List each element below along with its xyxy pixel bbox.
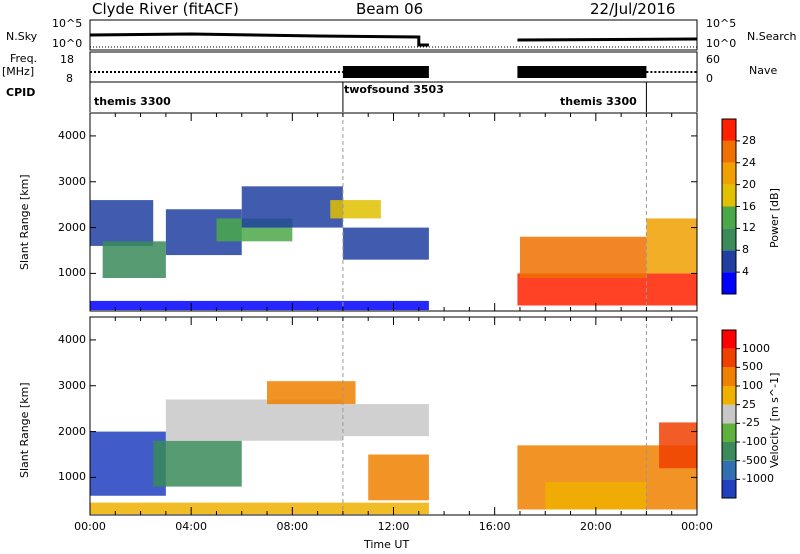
- x-tick-label: 00:00: [74, 520, 106, 533]
- cpid-label: CPID: [6, 86, 36, 99]
- x-tick-label: 00:00: [681, 520, 713, 533]
- colorbar-swatch: [722, 404, 736, 424]
- scatter-region: [90, 502, 429, 515]
- colorbar-tick-label: -100: [742, 435, 767, 448]
- colorbar-tick-label: -1000: [742, 472, 774, 486]
- x-tick-label: 16:00: [478, 520, 511, 533]
- nsky-trace: [89, 32, 429, 47]
- colorbar-tick-label: 4: [742, 265, 749, 279]
- colorbar-tick-label: 24: [742, 155, 756, 169]
- x-tick-label: 20:00: [579, 520, 612, 533]
- nsky-tick-bottom: 10^0: [52, 37, 83, 50]
- freq-trace: [517, 66, 647, 78]
- y-tick-label: 2000: [58, 220, 86, 234]
- nave-label: Nave: [749, 64, 778, 77]
- scatter-region: [330, 200, 381, 219]
- scatter-region: [241, 186, 343, 228]
- y-tick-label: 3000: [58, 378, 86, 392]
- colorbar-swatch: [722, 250, 736, 273]
- colorbar-swatch: [722, 330, 736, 349]
- scatter-region: [646, 218, 697, 274]
- x-tick-label: 04:00: [175, 520, 208, 533]
- colorbar-tick-label: 12: [742, 221, 756, 235]
- scatter-region: [153, 440, 242, 487]
- y-tick-label: 4000: [58, 332, 86, 346]
- velocity-ylabel: Slant Range [km]: [18, 382, 31, 478]
- colorbar-swatch: [722, 184, 736, 207]
- freq-unit-label: [MHz]: [2, 65, 35, 78]
- y-tick-label: 1000: [58, 470, 86, 484]
- y-tick-label: 1000: [58, 266, 86, 280]
- freq-tick-bottom: 8: [66, 72, 73, 85]
- freq-strip-frame: [89, 51, 698, 83]
- colorbar-tick-label: 8: [742, 243, 749, 257]
- colorbar-swatch: [722, 206, 736, 229]
- colorbar-tick-label: 1000: [742, 341, 770, 355]
- scatter-region: [342, 404, 429, 437]
- colorbar-tick-label: -25: [742, 416, 760, 430]
- nsearch-tick-bottom: 10^0: [706, 37, 737, 50]
- nsky-tick-top: 10^5: [52, 17, 83, 30]
- freq-tick-top: 18: [60, 53, 74, 66]
- y-tick-label: 4000: [58, 128, 86, 142]
- freq-label: Freq.: [10, 52, 38, 65]
- colorbar-swatch: [722, 367, 736, 386]
- colorbar-swatch: [722, 460, 736, 480]
- y-tick-label: 2000: [58, 424, 86, 438]
- scatter-region: [102, 241, 166, 278]
- x-axis-label: Time UT: [364, 538, 410, 551]
- colorbar-swatch: [722, 479, 736, 498]
- scatter-region: [545, 482, 647, 510]
- scatter-region: [267, 381, 356, 405]
- colorbar-swatch: [722, 140, 736, 163]
- date-label: 22/Jul/2016: [590, 0, 676, 18]
- cpid-segment-label: themis 3300: [560, 95, 637, 108]
- scatter-region: [90, 200, 154, 246]
- nsky-label: N.Sky: [6, 30, 38, 43]
- colorbar-swatch: [722, 162, 736, 185]
- scatter-region: [165, 399, 343, 441]
- power-ylabel: Slant Range [km]: [18, 174, 31, 270]
- colorbar-tick-label: 20: [742, 177, 756, 191]
- scatter-region: [342, 227, 429, 260]
- colorbar-tick-label: 28: [742, 133, 756, 147]
- y-tick-label: 3000: [58, 174, 86, 188]
- colorbar-swatch: [722, 272, 736, 294]
- colorbar-swatch: [722, 119, 736, 141]
- nave-tick-top: 60: [706, 53, 720, 66]
- power-colorbar-label: Power [dB]: [768, 188, 781, 248]
- scatter-region: [519, 236, 647, 278]
- colorbar-tick-label: 25: [742, 397, 756, 411]
- cpid-segment-label: themis 3300: [94, 95, 171, 108]
- x-tick-label: 08:00: [276, 520, 309, 533]
- colorbar-tick-label: 16: [742, 199, 756, 213]
- scatter-region: [659, 422, 697, 469]
- freq-trace: [342, 66, 429, 78]
- chart-title: Clyde River (fitACF): [92, 0, 239, 18]
- nsearch-label: N.Search: [747, 30, 797, 43]
- colorbar-tick-label: 500: [742, 360, 763, 374]
- colorbar-swatch: [722, 386, 736, 405]
- colorbar-swatch: [722, 423, 736, 442]
- nsky-trace: [517, 37, 698, 42]
- colorbar-tick-label: -500: [742, 453, 767, 467]
- scatter-region: [517, 273, 697, 306]
- colorbar-swatch: [722, 228, 736, 251]
- colorbar-swatch: [722, 348, 736, 368]
- colorbar-frame: [721, 329, 737, 499]
- cpid-segment-label: twofsound 3503: [344, 83, 444, 96]
- colorbar-tick-label: 100: [742, 379, 763, 392]
- nsearch-tick-top: 10^5: [706, 17, 737, 30]
- velocity-colorbar-label: Velocity [m s^-1]: [768, 372, 781, 468]
- colorbar-swatch: [722, 442, 736, 461]
- nave-tick-bottom: 0: [706, 72, 713, 85]
- scatter-region: [368, 454, 429, 501]
- beam-label: Beam 06: [356, 0, 424, 18]
- x-tick-label: 12:00: [377, 520, 410, 533]
- scatter-region: [90, 300, 429, 311]
